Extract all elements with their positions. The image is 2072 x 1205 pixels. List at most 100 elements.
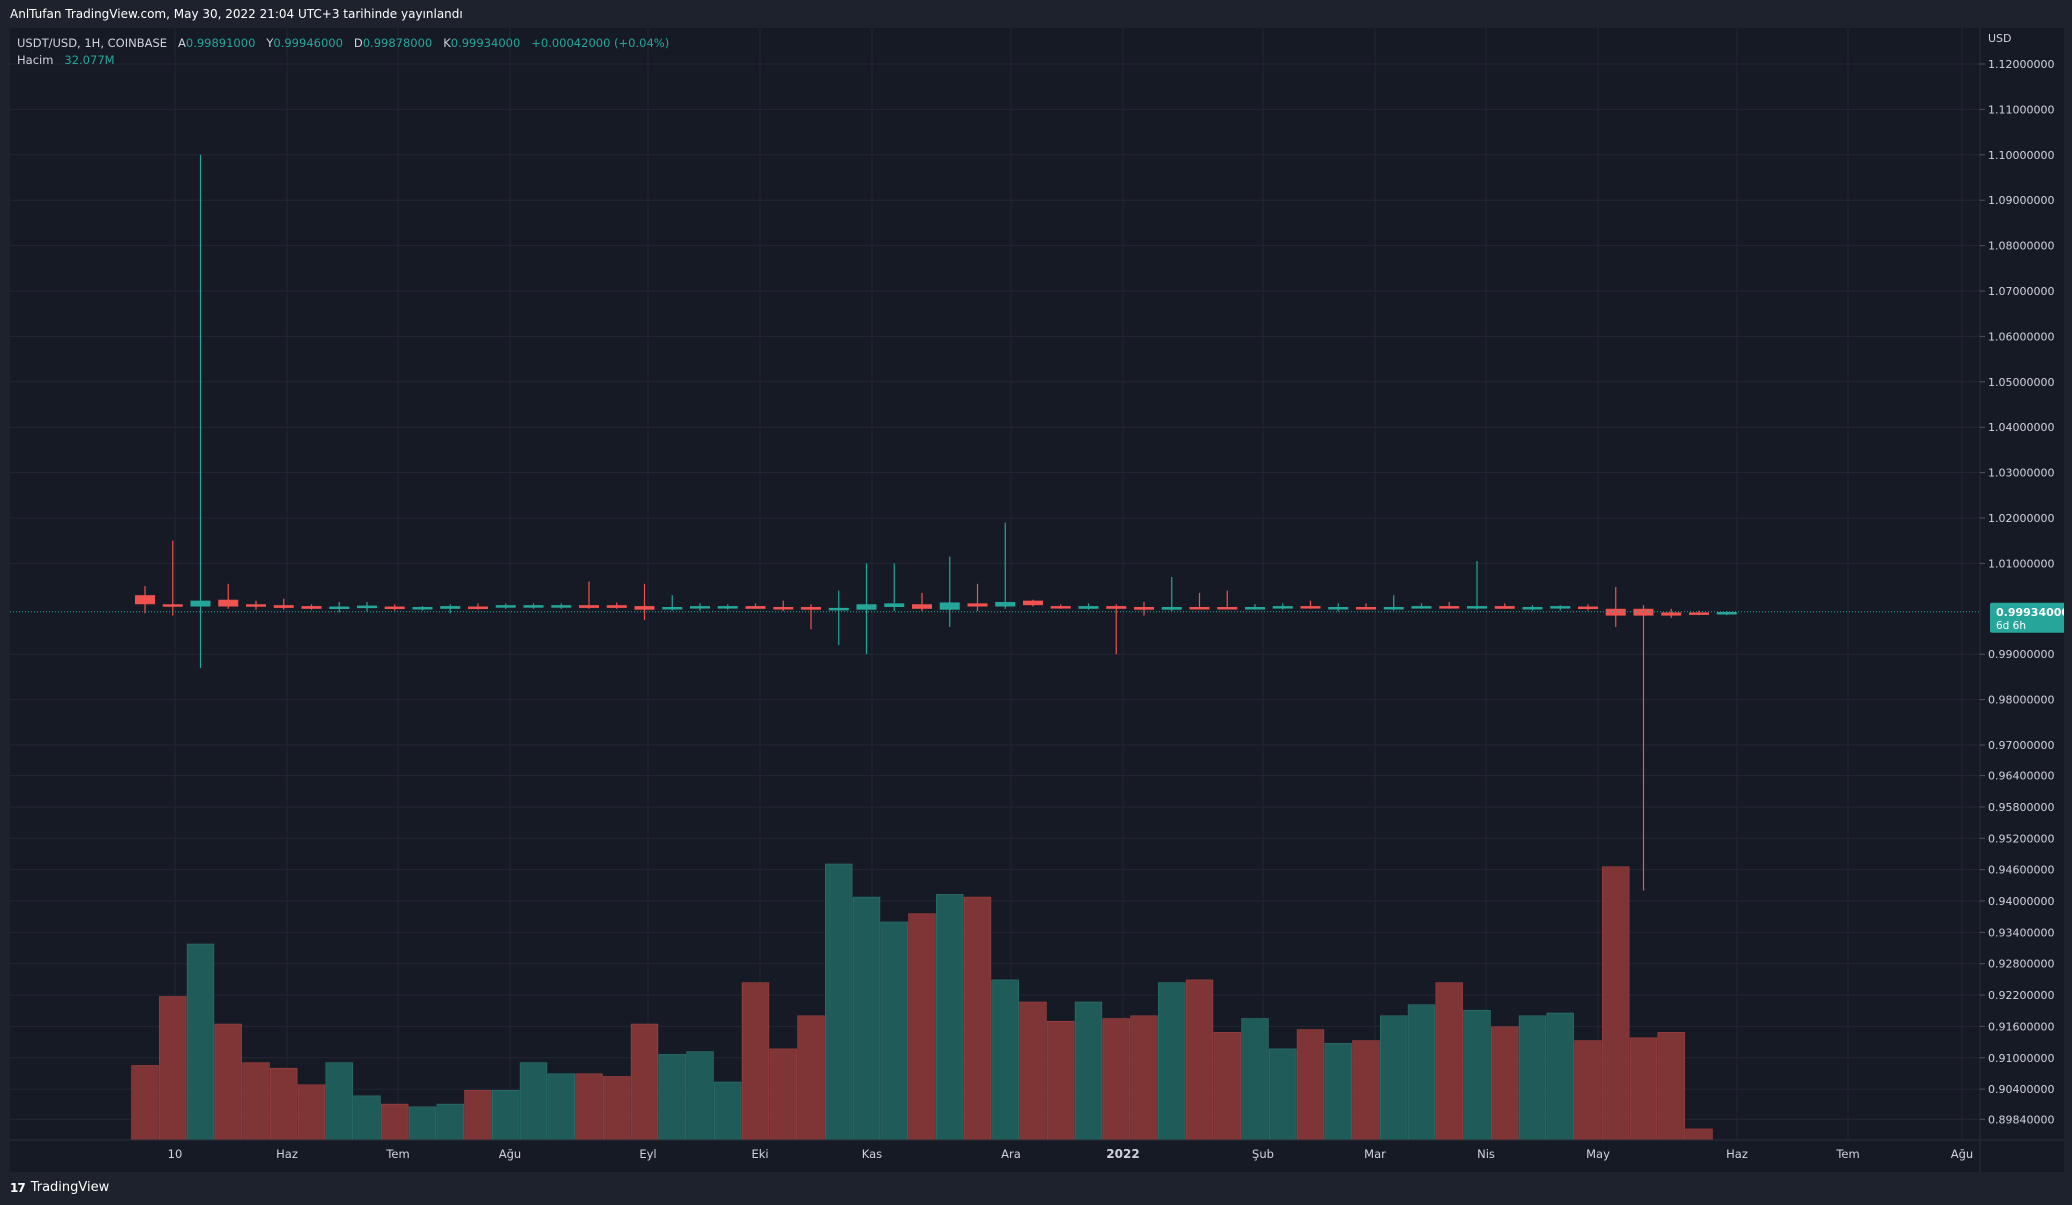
volume-bar [991,979,1019,1141]
volume-bar [381,1103,409,1141]
candle-body [1383,606,1404,610]
volume-bar [1158,982,1186,1141]
candle-body [301,606,322,609]
volume-bar [1241,1018,1269,1141]
volume-bar [492,1090,520,1141]
volume-bar [603,1076,631,1141]
candle-body [523,605,544,608]
volume-bar [908,913,936,1141]
candle-body [135,595,155,605]
chart-legend: USDT/USD, 1H, COINBASE A0.99891000 Y0.99… [17,35,669,69]
volume-bar [1629,1037,1658,1141]
volume-bar [297,1084,326,1141]
close-value: 0.99934000 [450,36,521,50]
volume-bar [1185,979,1214,1141]
candle-body [1328,606,1349,610]
volume-bar [408,1106,437,1141]
volume-bar [963,896,992,1141]
chart-area[interactable]: USD 1.12000000 1.11000000 1.10000000 1.09000… [10,28,2064,1172]
volume-bar [1380,1015,1408,1141]
tradingview-brand[interactable]: 17 TradingView [10,1180,109,1195]
candle-body [1245,606,1265,610]
time-tick-label: 10 [168,1147,183,1161]
price-tick-label: 0.92200000 [1988,989,2054,1002]
time-tick-label: Ağu [1951,1147,1973,1161]
candle-body [1467,606,1487,609]
candle-body [773,606,794,610]
volume-bar [325,1062,353,1141]
symbol-label[interactable]: USDT/USD, 1H, COINBASE [17,36,168,50]
high-label: Y [266,36,274,50]
volume-bar [686,1051,714,1141]
volume-label[interactable]: Hacim [17,53,54,67]
high-value: 0.99946000 [273,36,343,50]
time-tick-label: Kas [862,1147,882,1161]
candle-body [828,607,849,611]
price-tick-label: 0.94000000 [1988,895,2054,908]
volume-bar [270,1067,298,1141]
price-tick-label: 0.93400000 [1988,926,2054,939]
candle-body [468,606,488,610]
volume-bar [852,896,881,1141]
volume-bar [658,1054,686,1141]
volume-bar [1074,1001,1103,1141]
candle-body [912,604,932,609]
candle-body [162,604,183,607]
volume-bar [1269,1048,1297,1141]
candle-body [551,605,572,608]
candle-body [329,606,350,610]
candle-body [1661,612,1682,616]
brand-label: TradingView [30,1180,110,1195]
candle-body [412,606,433,610]
candle-body [1217,606,1238,610]
time-tick-label: May [1586,1147,1610,1161]
candle-body [1439,606,1460,609]
candle-body [1550,606,1571,609]
candle-body [1161,606,1182,610]
volume-bar [825,863,853,1141]
candle-body [967,603,988,607]
price-tick-label: 0.97000000 [1988,739,2054,752]
volume-bar [797,1015,825,1141]
volume-value: 32.077M [64,53,115,67]
time-tick-label: Mar [1364,1147,1386,1161]
top-bar: AnlTufan TradingView.com, May 30, 2022 2… [0,0,2072,28]
volume-series [131,863,1713,1141]
volume-bar [1324,1043,1352,1141]
volume-bar [741,982,770,1141]
candle-body [384,606,405,610]
volume-bar [1518,1015,1547,1141]
time-tick-label: 2022 [1106,1147,1139,1161]
volume-row: Hacim 32.077M [17,52,669,69]
candle-body [579,605,599,608]
candle-body [995,601,1016,607]
publish-title: AnlTufan TradingView.com, May 30, 2022 2… [10,7,463,21]
volume-bar [1685,1128,1713,1141]
time-tick-label: Ara [1001,1147,1021,1161]
volume-bar [1463,1009,1491,1141]
volume-bar [159,996,187,1141]
time-tick-label: Tem [385,1147,409,1161]
volume-bar [242,1062,270,1141]
candle-body [1411,606,1432,609]
candle-body [801,606,821,610]
volume-bar [630,1023,659,1141]
volume-bar [131,1065,159,1141]
time-axis: 10 Haz Tem Ağu Eyl Eki Kas Ara 2022 Şub Mar Nis May H… [10,1139,2064,1161]
volume-bar [1352,1040,1380,1141]
price-tick-label: 1.05000000 [1988,376,2054,389]
candle-body [690,606,710,609]
time-tick-label: Haz [1726,1147,1748,1161]
candle-body [1189,606,1210,610]
volume-bar [436,1103,464,1141]
volume-bar [1213,1032,1241,1141]
candle-body [1716,611,1737,615]
volume-bar [575,1073,603,1141]
volume-bar [1546,1012,1574,1141]
price-tick-label: 1.11000000 [1988,103,2054,116]
price-chart[interactable]: USD 1.12000000 1.11000000 1.10000000 1.09000… [10,28,2064,1172]
volume-bar [880,921,908,1141]
candle-body [745,606,766,609]
volume-bar [936,894,964,1141]
time-tick-label: Ağu [499,1147,521,1161]
